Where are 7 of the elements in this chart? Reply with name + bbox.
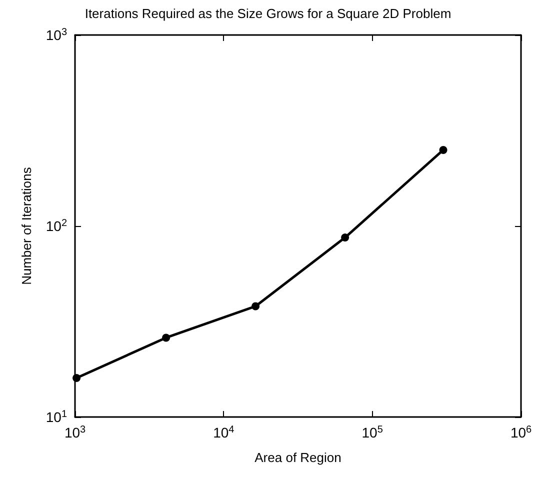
point bbox=[72, 374, 81, 382]
point bbox=[162, 334, 170, 342]
point bbox=[341, 234, 350, 242]
x-axis-title: Area of Region bbox=[254, 450, 342, 465]
y-axis-title: Number of Iterations bbox=[19, 166, 34, 285]
point bbox=[252, 302, 260, 310]
chart-title: Iterations Required as the Size Grows for a Square 2D Problem bbox=[84, 6, 452, 21]
